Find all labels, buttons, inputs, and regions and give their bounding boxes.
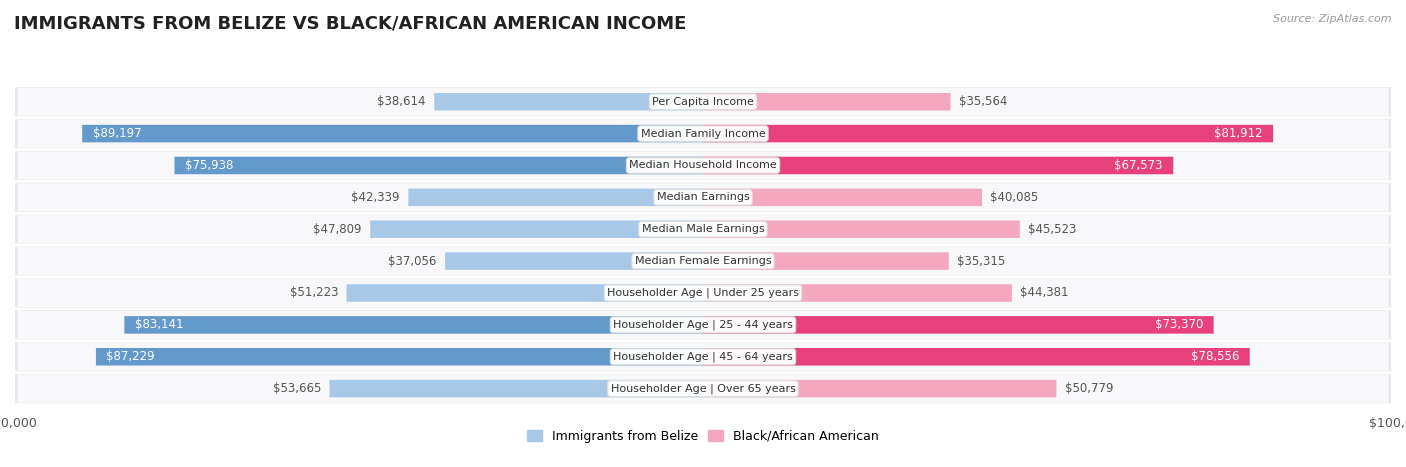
- Text: $42,339: $42,339: [352, 191, 399, 204]
- Text: $53,665: $53,665: [273, 382, 321, 395]
- Text: $47,809: $47,809: [314, 223, 361, 236]
- FancyBboxPatch shape: [346, 284, 703, 302]
- FancyBboxPatch shape: [17, 311, 1389, 339]
- Text: Median Household Income: Median Household Income: [628, 161, 778, 170]
- Text: $81,912: $81,912: [1213, 127, 1263, 140]
- Text: $89,197: $89,197: [93, 127, 141, 140]
- Text: Householder Age | 45 - 64 years: Householder Age | 45 - 64 years: [613, 352, 793, 362]
- Text: Median Male Earnings: Median Male Earnings: [641, 224, 765, 234]
- FancyBboxPatch shape: [703, 252, 949, 270]
- FancyBboxPatch shape: [703, 380, 1056, 397]
- FancyBboxPatch shape: [17, 279, 1389, 307]
- Text: $35,315: $35,315: [957, 255, 1005, 268]
- Text: IMMIGRANTS FROM BELIZE VS BLACK/AFRICAN AMERICAN INCOME: IMMIGRANTS FROM BELIZE VS BLACK/AFRICAN …: [14, 14, 686, 32]
- Text: $44,381: $44,381: [1021, 286, 1069, 299]
- Text: $50,779: $50,779: [1064, 382, 1114, 395]
- FancyBboxPatch shape: [14, 182, 1392, 213]
- Text: $51,223: $51,223: [290, 286, 339, 299]
- Text: Per Capita Income: Per Capita Income: [652, 97, 754, 106]
- FancyBboxPatch shape: [434, 93, 703, 111]
- Text: $35,564: $35,564: [959, 95, 1007, 108]
- Legend: Immigrants from Belize, Black/African American: Immigrants from Belize, Black/African Am…: [522, 425, 884, 448]
- FancyBboxPatch shape: [703, 220, 1019, 238]
- FancyBboxPatch shape: [408, 189, 703, 206]
- Text: $37,056: $37,056: [388, 255, 437, 268]
- FancyBboxPatch shape: [14, 213, 1392, 245]
- Text: $75,938: $75,938: [186, 159, 233, 172]
- FancyBboxPatch shape: [703, 125, 1272, 142]
- Text: Median Female Earnings: Median Female Earnings: [634, 256, 772, 266]
- Text: $45,523: $45,523: [1028, 223, 1077, 236]
- FancyBboxPatch shape: [17, 151, 1389, 179]
- Text: Householder Age | 25 - 44 years: Householder Age | 25 - 44 years: [613, 319, 793, 330]
- FancyBboxPatch shape: [14, 118, 1392, 149]
- FancyBboxPatch shape: [96, 348, 703, 366]
- FancyBboxPatch shape: [703, 93, 950, 111]
- FancyBboxPatch shape: [17, 215, 1389, 243]
- Text: Householder Age | Under 25 years: Householder Age | Under 25 years: [607, 288, 799, 298]
- Text: Median Earnings: Median Earnings: [657, 192, 749, 202]
- Text: Median Family Income: Median Family Income: [641, 128, 765, 139]
- FancyBboxPatch shape: [446, 252, 703, 270]
- Text: Source: ZipAtlas.com: Source: ZipAtlas.com: [1274, 14, 1392, 24]
- FancyBboxPatch shape: [329, 380, 703, 397]
- FancyBboxPatch shape: [14, 309, 1392, 340]
- Text: $38,614: $38,614: [377, 95, 426, 108]
- FancyBboxPatch shape: [14, 150, 1392, 181]
- FancyBboxPatch shape: [174, 157, 703, 174]
- FancyBboxPatch shape: [703, 348, 1250, 366]
- FancyBboxPatch shape: [17, 247, 1389, 275]
- FancyBboxPatch shape: [82, 125, 703, 142]
- FancyBboxPatch shape: [370, 220, 703, 238]
- FancyBboxPatch shape: [14, 277, 1392, 309]
- FancyBboxPatch shape: [703, 284, 1012, 302]
- FancyBboxPatch shape: [124, 316, 703, 333]
- Text: $83,141: $83,141: [135, 318, 183, 332]
- FancyBboxPatch shape: [14, 373, 1392, 404]
- FancyBboxPatch shape: [17, 120, 1389, 148]
- Text: $87,229: $87,229: [107, 350, 155, 363]
- FancyBboxPatch shape: [14, 246, 1392, 277]
- Text: $40,085: $40,085: [990, 191, 1039, 204]
- Text: Householder Age | Over 65 years: Householder Age | Over 65 years: [610, 383, 796, 394]
- FancyBboxPatch shape: [14, 341, 1392, 372]
- FancyBboxPatch shape: [17, 184, 1389, 212]
- FancyBboxPatch shape: [703, 157, 1173, 174]
- Text: $67,573: $67,573: [1115, 159, 1163, 172]
- Text: $78,556: $78,556: [1191, 350, 1239, 363]
- Text: $73,370: $73,370: [1154, 318, 1204, 332]
- FancyBboxPatch shape: [703, 316, 1213, 333]
- FancyBboxPatch shape: [17, 88, 1389, 116]
- FancyBboxPatch shape: [14, 86, 1392, 117]
- FancyBboxPatch shape: [703, 189, 981, 206]
- FancyBboxPatch shape: [17, 375, 1389, 403]
- FancyBboxPatch shape: [17, 343, 1389, 371]
